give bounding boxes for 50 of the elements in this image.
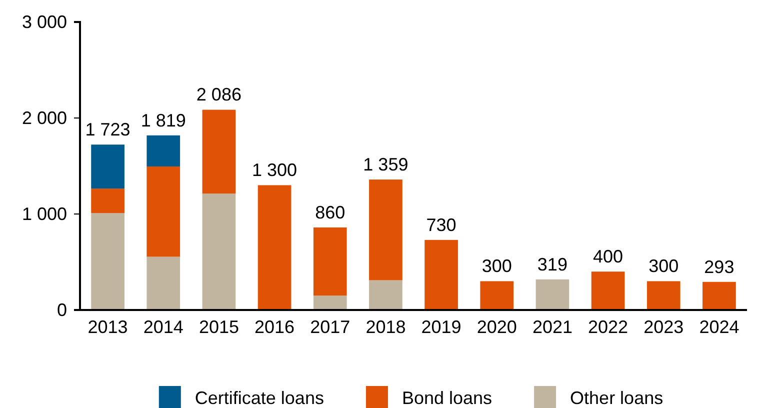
- total-label: 1 723: [85, 120, 130, 140]
- legend-label: Bond loans: [402, 388, 492, 408]
- total-label: 1 819: [140, 110, 186, 130]
- x-tick-label: 2013: [88, 316, 128, 337]
- bar: [536, 279, 570, 310]
- x-tick-label: 2018: [366, 316, 406, 337]
- y-tick-label: 1 000: [22, 204, 67, 224]
- x-tick-label: 2024: [699, 316, 740, 337]
- bar: [146, 135, 180, 166]
- bar: [146, 166, 180, 257]
- bar: [591, 272, 625, 310]
- x-tick-label: 2019: [421, 316, 462, 337]
- x-tick-label: 2020: [476, 316, 517, 337]
- total-label: 2 086: [196, 84, 242, 105]
- total-label: 1 300: [252, 160, 298, 180]
- x-tick-label: 2014: [143, 316, 184, 337]
- x-tick-label: 2015: [198, 316, 239, 337]
- y-tick-label: 0: [56, 300, 67, 320]
- bar: [424, 240, 458, 310]
- bar: [202, 194, 236, 310]
- bar: [313, 227, 347, 296]
- bar: [91, 188, 124, 214]
- x-tick-label: 2017: [310, 316, 350, 337]
- total-label: 300: [648, 256, 679, 276]
- x-tick-label: 2016: [254, 316, 295, 337]
- bar: [258, 185, 292, 310]
- bar: [146, 256, 180, 310]
- legend-label: Certificate loans: [194, 388, 324, 408]
- total-label: 400: [593, 246, 624, 267]
- x-tick-label: 2022: [588, 316, 628, 337]
- total-label: 1 359: [363, 154, 408, 175]
- bar: [202, 110, 236, 194]
- bar: [91, 144, 124, 189]
- total-label: 860: [315, 202, 346, 222]
- bar: [91, 213, 124, 310]
- y-tick-label: 2 000: [22, 108, 67, 128]
- bar: [702, 282, 736, 310]
- total-label: 319: [537, 254, 568, 274]
- x-tick-label: 2023: [644, 316, 684, 337]
- bar: [480, 281, 514, 310]
- y-tick-label: 3 000: [22, 12, 67, 32]
- bar: [369, 180, 402, 280]
- bar: [646, 281, 680, 310]
- total-label: 730: [426, 214, 456, 235]
- total-label: 293: [704, 256, 734, 277]
- total-label: 300: [482, 256, 512, 276]
- bar: [313, 296, 347, 310]
- bar: [369, 280, 402, 310]
- x-tick-label: 2021: [532, 316, 572, 337]
- legend-label: Other loans: [570, 388, 664, 408]
